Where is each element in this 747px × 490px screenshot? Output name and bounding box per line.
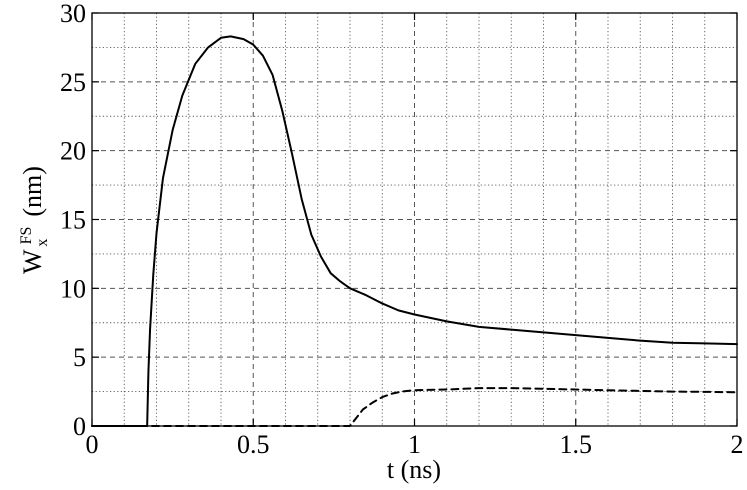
x-tick-label-4: 2 xyxy=(731,430,744,459)
y-tick-label-2: 10 xyxy=(60,274,86,303)
y-tick-label-6: 30 xyxy=(60,0,86,28)
axis-ticks xyxy=(91,12,738,427)
y-axis-label-base: W xyxy=(18,249,47,274)
series-line-dashed xyxy=(91,387,738,427)
grid-lines xyxy=(92,13,737,426)
series-line-solid xyxy=(91,35,738,427)
x-axis-label: t (ns) xyxy=(387,455,441,484)
y-tick-label-4: 20 xyxy=(60,137,86,166)
y-tick-label-0: 0 xyxy=(73,412,86,441)
series-lines xyxy=(91,35,738,427)
y-tick-label-3: 15 xyxy=(60,206,86,235)
y-axis-label-unit: (nm) xyxy=(18,166,47,217)
x-tick-label-3: 1.5 xyxy=(560,430,593,459)
y-axis-label-superscript: FS xyxy=(18,227,35,245)
x-tick-label-1: 0.5 xyxy=(237,430,270,459)
svg-text:W FS x (nm): W FS x (nm) xyxy=(18,166,51,274)
y-tick-label-1: 5 xyxy=(73,343,86,372)
y-axis-label-subscript: x xyxy=(34,239,51,247)
x-tick-label-2: 1 xyxy=(408,430,421,459)
y-tick-label-5: 25 xyxy=(60,68,86,97)
y-axis-label: W FS x (nm) xyxy=(18,166,51,274)
x-tick-label-0: 0 xyxy=(86,430,99,459)
